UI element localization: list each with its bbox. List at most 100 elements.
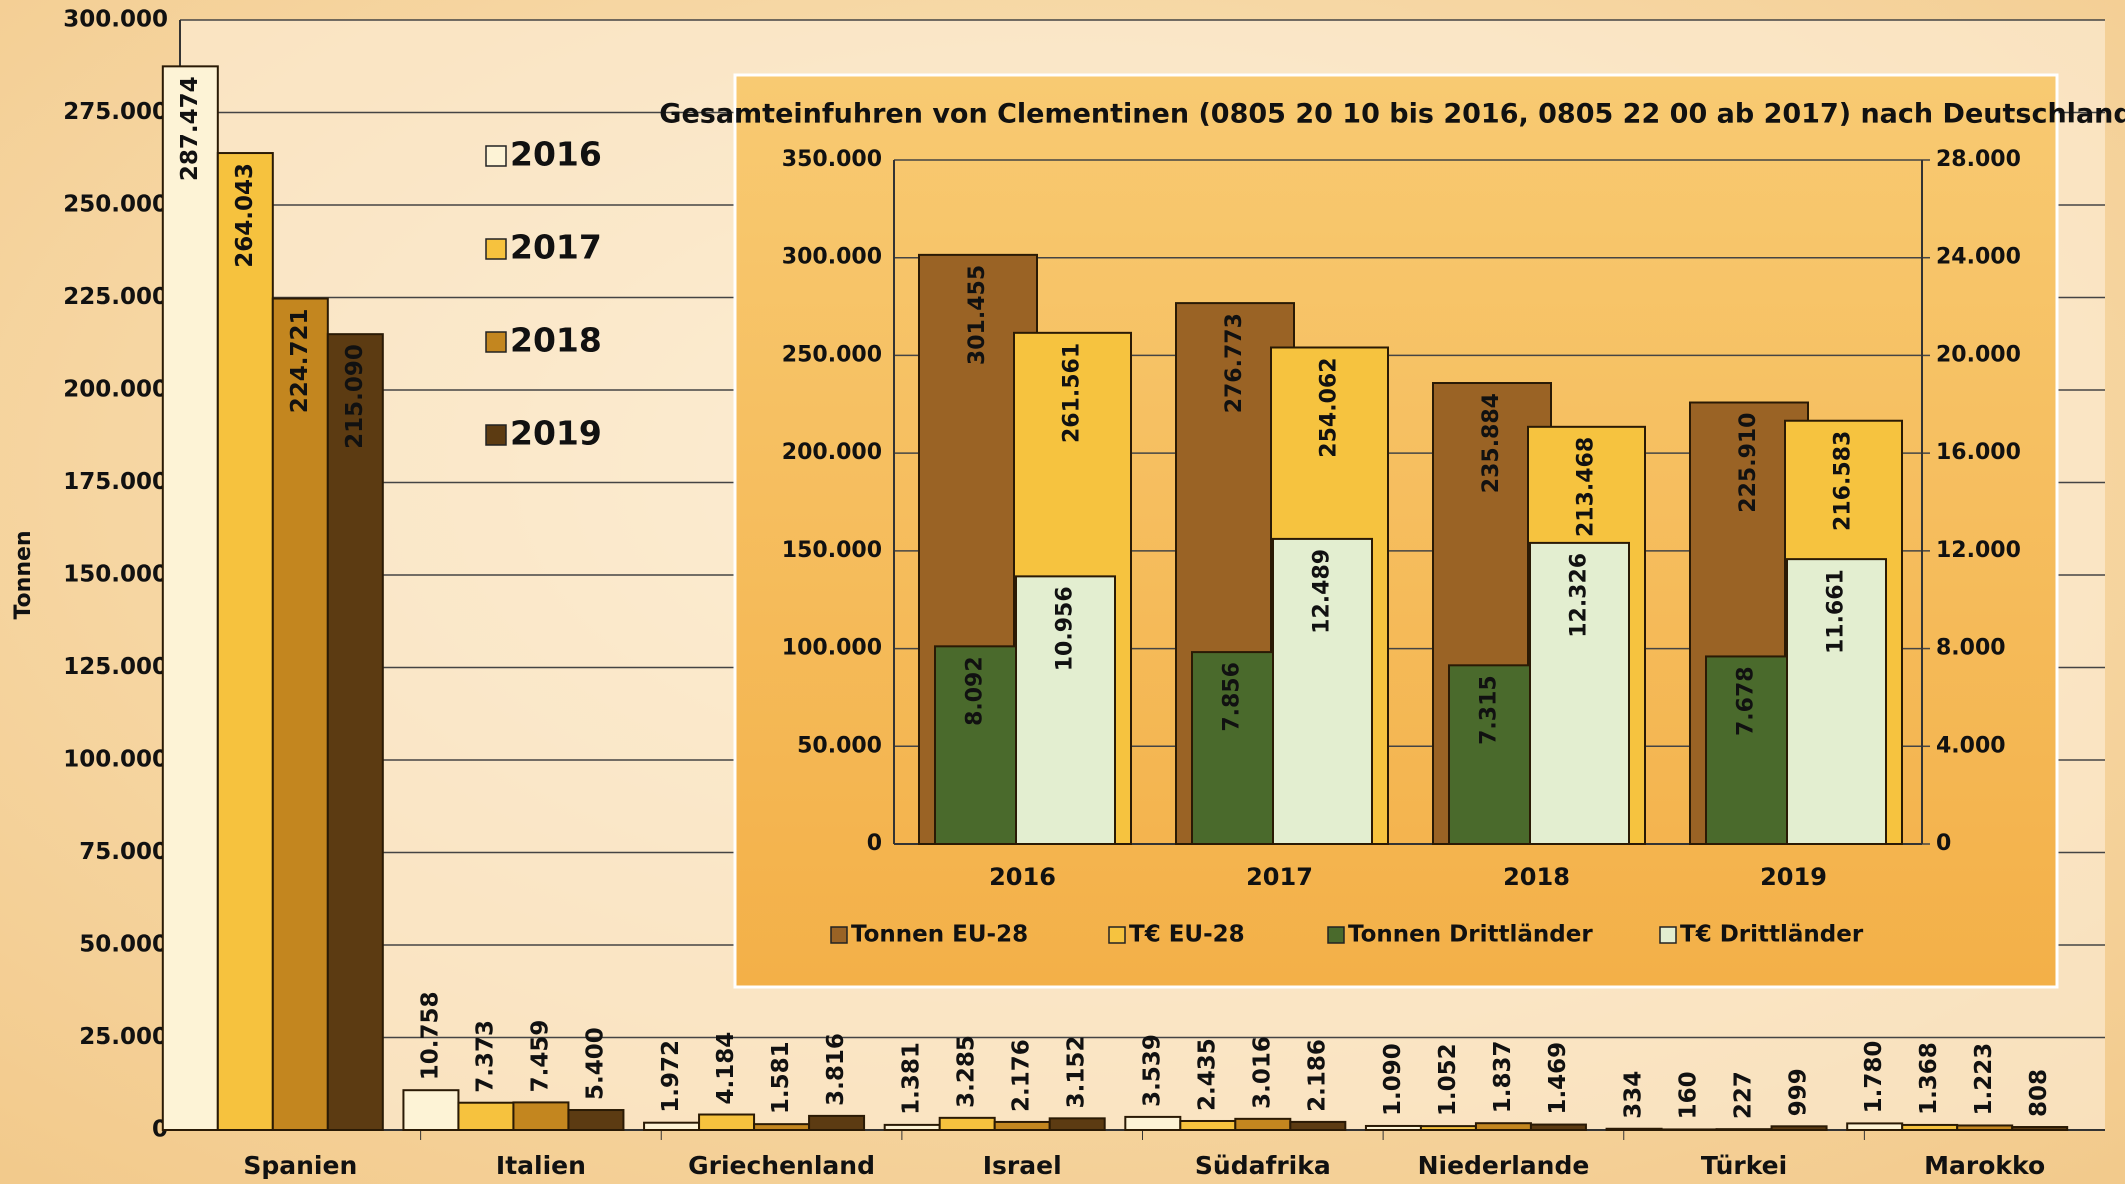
value-label: 254.062 <box>1317 357 1342 457</box>
y-tick-label: 275.000 <box>63 99 168 125</box>
x-tick-label: 2019 <box>1760 863 1827 891</box>
y2-tick-label: 28.000 <box>1936 147 2021 172</box>
value-label: 160 <box>1676 1071 1702 1119</box>
value-label: 1.052 <box>1435 1043 1461 1116</box>
bar <box>993 1120 1051 1132</box>
bar <box>326 333 384 1131</box>
x-tick-label: Griechenland <box>688 1151 875 1180</box>
value-label: 2.186 <box>1304 1039 1330 1112</box>
legend-label: 2018 <box>510 321 602 360</box>
value-label: 334 <box>1621 1071 1647 1119</box>
legend-swatch <box>1327 926 1345 944</box>
x-tick-label: Türkei <box>1701 1151 1787 1180</box>
bar <box>808 1114 866 1132</box>
value-label: 1.780 <box>1861 1041 1887 1114</box>
value-label: 227 <box>1731 1071 1757 1119</box>
y-tick-label: 300.000 <box>782 245 882 270</box>
bar <box>1364 1124 1422 1132</box>
bar <box>1448 664 1531 845</box>
y-tick-label: 150.000 <box>63 562 168 588</box>
bar <box>1901 1123 1959 1131</box>
bar <box>1179 1119 1237 1131</box>
legend-label: 2016 <box>510 135 602 174</box>
y-tick-label: 100.000 <box>782 636 882 661</box>
bar <box>1770 1125 1828 1132</box>
bar <box>1474 1122 1532 1132</box>
bar <box>402 1089 460 1132</box>
legend-label: T€ EU-28 <box>1129 922 1245 948</box>
x-tick-label: Niederlande <box>1418 1151 1590 1180</box>
value-label: 8.092 <box>963 656 988 726</box>
value-label: 3.539 <box>1139 1034 1165 1107</box>
legend-label: 2017 <box>510 228 602 267</box>
value-label: 10.758 <box>417 991 443 1080</box>
y-axis-label: Tonnen <box>11 530 36 619</box>
y-tick-label: 50.000 <box>797 733 882 758</box>
inset-chart: 0 50.000 100.000 150.000 200.000 250.000 300.0… <box>659 99 2125 948</box>
bar <box>1048 1117 1106 1132</box>
bar <box>161 65 219 1132</box>
value-label: 10.956 <box>1053 586 1078 671</box>
y-tick-label: 225.000 <box>63 284 168 310</box>
bar <box>1289 1120 1347 1131</box>
y2-tick-label: 8.000 <box>1936 636 2006 661</box>
bar <box>934 645 1017 845</box>
value-label: 1.223 <box>1971 1043 1997 1116</box>
value-label: 7.678 <box>1734 666 1759 736</box>
bar <box>698 1113 756 1131</box>
bar <box>1529 1123 1587 1131</box>
bar <box>512 1101 570 1132</box>
bar <box>1660 1128 1718 1131</box>
y-tick-label: 50.000 <box>79 932 168 958</box>
legend-swatch <box>485 238 507 260</box>
value-label: 808 <box>2026 1069 2052 1117</box>
y-tick-label: 250.000 <box>782 342 882 367</box>
legend-label: Tonnen EU-28 <box>851 922 1028 948</box>
y-tick-label: 350.000 <box>782 147 882 172</box>
bar <box>883 1123 941 1131</box>
bar <box>2011 1126 2069 1131</box>
bar <box>938 1116 996 1131</box>
bar <box>1605 1127 1663 1131</box>
value-label: 12.326 <box>1567 553 1592 638</box>
value-label: 2.176 <box>1009 1039 1035 1112</box>
legend-label: Tonnen Drittländer <box>1348 922 1593 948</box>
bar <box>567 1109 625 1132</box>
x-tick-label: Spanien <box>243 1151 357 1180</box>
bar <box>1124 1115 1182 1131</box>
legend-swatch <box>485 145 507 167</box>
bar <box>1715 1128 1773 1132</box>
bar <box>1191 651 1274 846</box>
y-tick-label: 250.000 <box>63 192 168 218</box>
bar <box>1846 1122 1904 1131</box>
legend-swatch <box>1659 926 1677 944</box>
y-tick-label: 75.000 <box>79 839 168 865</box>
value-label: 215.090 <box>342 344 368 449</box>
legend-swatch <box>485 424 507 446</box>
legend-label: 2019 <box>510 414 602 453</box>
x-tick-label: Italien <box>496 1151 586 1180</box>
value-label: 225.910 <box>1736 413 1761 513</box>
value-label: 235.884 <box>1479 393 1504 493</box>
value-label: 1.469 <box>1545 1042 1571 1115</box>
bar <box>1234 1117 1292 1132</box>
chart-title: Gesamteinfuhren von Clementinen (0805 20… <box>659 99 2125 130</box>
y-tick-label: 25.000 <box>79 1024 168 1050</box>
x-tick-label: 2017 <box>1246 863 1313 891</box>
y-tick-label: 0 <box>867 831 882 856</box>
value-label: 264.043 <box>232 163 258 268</box>
legend-label: T€ Drittländer <box>1680 922 1864 948</box>
bar <box>457 1101 515 1131</box>
value-label: 287.474 <box>177 76 203 181</box>
value-label: 7.373 <box>472 1020 498 1093</box>
value-label: 3.152 <box>1064 1036 1090 1109</box>
x-tick-label: Südafrika <box>1195 1151 1331 1180</box>
bar <box>1272 537 1373 845</box>
bar <box>216 152 274 1131</box>
y-tick-label: 175.000 <box>63 469 168 495</box>
y-tick-label: 150.000 <box>782 538 882 563</box>
value-label: 4.184 <box>713 1032 739 1105</box>
value-label: 1.837 <box>1490 1040 1516 1113</box>
bar <box>1015 575 1116 846</box>
